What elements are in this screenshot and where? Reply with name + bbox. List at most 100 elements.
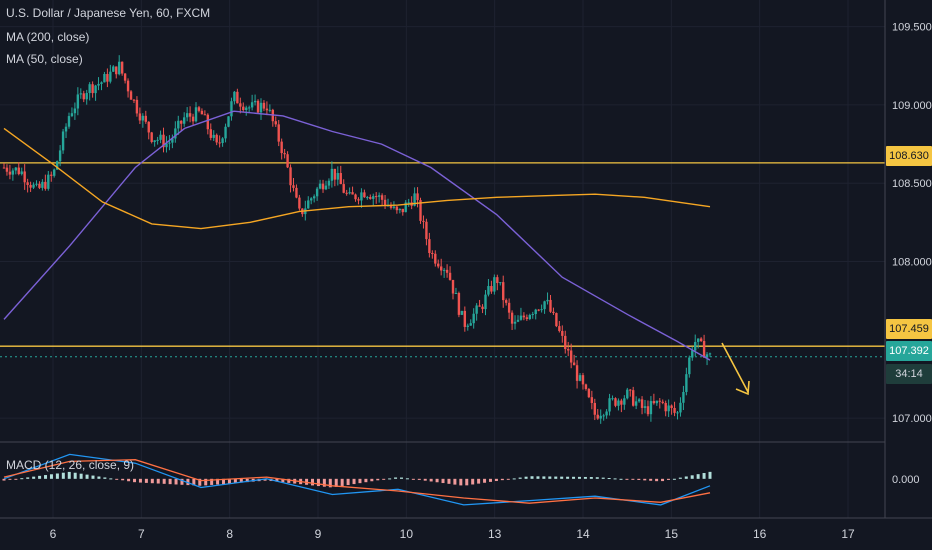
macd-histogram-bar [275, 478, 279, 482]
candle-body [578, 375, 582, 381]
candle-body [53, 169, 56, 176]
candle-body [389, 205, 393, 208]
x-tick-label: 10 [400, 527, 414, 541]
ma200-line [3, 127, 711, 230]
candle-body [363, 192, 366, 198]
candle-body [658, 400, 661, 402]
candle-body [194, 107, 198, 122]
y-tick-label: 109.000 [892, 100, 932, 112]
macd-histogram-bar [162, 478, 166, 484]
candle-body [640, 399, 644, 408]
macd-histogram-bar [471, 478, 475, 485]
x-tick-label: 6 [50, 527, 57, 541]
macd-histogram-bar [702, 473, 706, 479]
macd-histogram-bar [316, 478, 320, 487]
candle-body [614, 398, 617, 406]
macd-histogram-bar [2, 478, 6, 481]
macd-histogram-bar [328, 478, 332, 488]
candle-body [162, 134, 165, 148]
macd-histogram-bar [607, 478, 611, 480]
candle-body [185, 113, 189, 118]
candle-body [50, 174, 53, 176]
candle-body [502, 282, 505, 301]
macd-histogram-bar [690, 475, 694, 479]
macd-histogram-bar [394, 477, 398, 479]
candle-body [227, 116, 230, 127]
candle-body [312, 196, 316, 199]
candle-body [191, 116, 195, 122]
candle-body [88, 84, 91, 93]
candle-body [555, 313, 558, 327]
y-tick-label: 108.000 [892, 256, 932, 268]
candle-body [120, 61, 124, 74]
macd-histogram-bar [613, 478, 617, 480]
candle-body [144, 115, 147, 122]
candle-body [599, 415, 602, 419]
candle-body [428, 239, 431, 253]
candle-body [549, 299, 552, 312]
candle-body [123, 73, 127, 81]
candle-body [280, 141, 283, 154]
candle-body [493, 277, 496, 292]
candle-body [70, 113, 74, 117]
candle-body [97, 83, 100, 86]
macd-histogram-bar [85, 474, 89, 479]
candle-body [103, 74, 106, 83]
candle-body [339, 173, 342, 185]
ma50-line [3, 110, 711, 361]
macd-histogram-bar [346, 478, 350, 486]
candle-body [546, 299, 549, 302]
macd-histogram-bar [530, 476, 534, 479]
macd-histogram-bar [589, 477, 593, 479]
candle-body [395, 206, 399, 211]
macd-histogram-bar [91, 475, 95, 479]
candle-body [380, 195, 384, 200]
macd-histogram-bar [518, 477, 522, 479]
macd-histogram-bar [281, 478, 285, 483]
candle-body [212, 134, 215, 138]
grid [0, 0, 885, 518]
macd-histogram-bar [388, 478, 392, 480]
macd-histogram-bar [459, 478, 463, 486]
macd-histogram-bar [631, 478, 635, 480]
candle-body [375, 196, 378, 198]
candle-body [649, 401, 653, 415]
candle-body [377, 195, 381, 197]
macd-histogram-bar [619, 478, 623, 480]
candle-body [147, 121, 150, 133]
candle-body [608, 398, 611, 412]
candle-body [85, 92, 88, 100]
candle-body [118, 61, 121, 75]
macd-line [3, 453, 711, 506]
candle-body [634, 401, 638, 406]
macd-histogram-bar [411, 478, 415, 480]
macd-histogram-bar [488, 478, 492, 482]
candle-body [138, 113, 142, 121]
macd-histogram-bar [548, 476, 552, 479]
macd-histogram-bar [477, 478, 481, 484]
candle-body [153, 140, 156, 142]
candle-body [661, 401, 664, 403]
macd-histogram-bar [560, 476, 564, 479]
candle-body [168, 142, 171, 144]
candle-body [664, 402, 667, 412]
candle-body [454, 293, 458, 295]
candle-body [218, 142, 221, 144]
countdown-label: 34:14 [886, 364, 932, 384]
candle-body [637, 399, 641, 402]
candle-body [519, 315, 523, 320]
candle-body [29, 184, 32, 188]
macd-histogram-bar [168, 478, 172, 485]
macd-histogram-bar [447, 478, 451, 484]
candle-body [392, 206, 396, 208]
macd-histogram-bar [358, 478, 362, 484]
candle-body [41, 181, 44, 188]
candle-body [55, 161, 59, 170]
candle-body [670, 405, 673, 409]
candle-body [115, 66, 118, 75]
candle-body [537, 309, 540, 311]
candle-body [76, 94, 80, 109]
candle-body [197, 107, 201, 111]
